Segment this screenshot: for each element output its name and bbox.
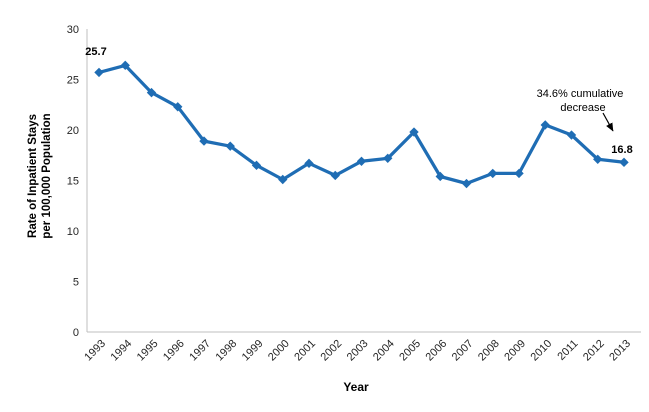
data-point-marker: [461, 178, 472, 189]
x-tick-label: 1999: [240, 338, 266, 364]
x-tick-label: 2007: [450, 338, 476, 364]
data-point-marker: [356, 156, 367, 167]
x-tick-label: 2005: [397, 338, 423, 364]
plot-area: 0 5 10 15 20 25 30 1993 1994 1995 1996 1997 1998 1999…: [67, 24, 641, 363]
data-point-marker: [120, 60, 130, 71]
y-tick-label: 10: [67, 226, 79, 238]
data-point-marker: [409, 127, 419, 137]
data-point-marker: [566, 130, 577, 140]
data-point-marker: [514, 168, 524, 179]
x-tick-label: 2013: [607, 338, 633, 364]
data-point-marker: [199, 136, 209, 146]
data-point-marker: [225, 141, 235, 151]
x-tick-label: 2000: [266, 338, 292, 364]
data-point-marker: [435, 171, 445, 182]
x-tick-label: 1995: [135, 338, 161, 364]
x-tick-label: 2002: [319, 338, 345, 364]
first-point-data-label: 25.7: [85, 46, 106, 58]
y-tick-label: 15: [67, 176, 79, 188]
y-tick-label: 20: [67, 125, 79, 137]
y-axis-title-line1: Rate of Inpatient Stays: [27, 114, 39, 238]
last-point-data-label: 16.8: [611, 144, 632, 156]
x-tick-label: 2001: [292, 338, 318, 364]
y-tick-label: 30: [67, 24, 79, 36]
annotation-arrow: [602, 112, 614, 132]
data-point-marker: [146, 87, 157, 98]
annotation-text-line2: decrease: [560, 102, 605, 114]
data-point-marker: [251, 160, 262, 171]
x-tick-label: 1997: [187, 338, 213, 364]
x-axis-title: Year: [343, 380, 369, 394]
data-point-marker: [593, 154, 603, 164]
data-point-marker: [540, 120, 550, 130]
x-tick-label: 2012: [581, 338, 607, 364]
data-point-marker: [173, 102, 183, 112]
y-tick-label: 25: [67, 75, 79, 87]
x-tick-label: 2011: [555, 338, 580, 363]
data-point-marker: [330, 170, 340, 181]
data-point-marker: [94, 67, 104, 78]
x-tick-label: 1994: [109, 338, 135, 364]
x-tick-label: 1996: [161, 338, 187, 364]
annotation-text-line1: 34.6% cumulative: [537, 88, 624, 100]
data-point-marker: [278, 174, 288, 185]
y-tick-label: 5: [73, 277, 79, 289]
x-tick-label: 2006: [424, 338, 450, 364]
x-tick-label: 2003: [345, 338, 371, 364]
data-point-marker: [304, 158, 314, 169]
data-point-marker: [383, 153, 393, 163]
data-point-marker: [619, 157, 629, 168]
y-tick-label: 0: [73, 327, 79, 339]
x-tick-label: 2009: [502, 338, 528, 364]
x-tick-label: 2004: [371, 338, 397, 364]
y-axis-title-line2: per 100,000 Population: [41, 113, 53, 238]
data-point-marker: [488, 168, 498, 179]
x-tick-label: 2008: [476, 338, 502, 364]
x-tick-label: 1993: [82, 338, 108, 364]
x-tick-label: 1998: [214, 338, 240, 364]
x-tick-label: 2010: [529, 338, 555, 364]
